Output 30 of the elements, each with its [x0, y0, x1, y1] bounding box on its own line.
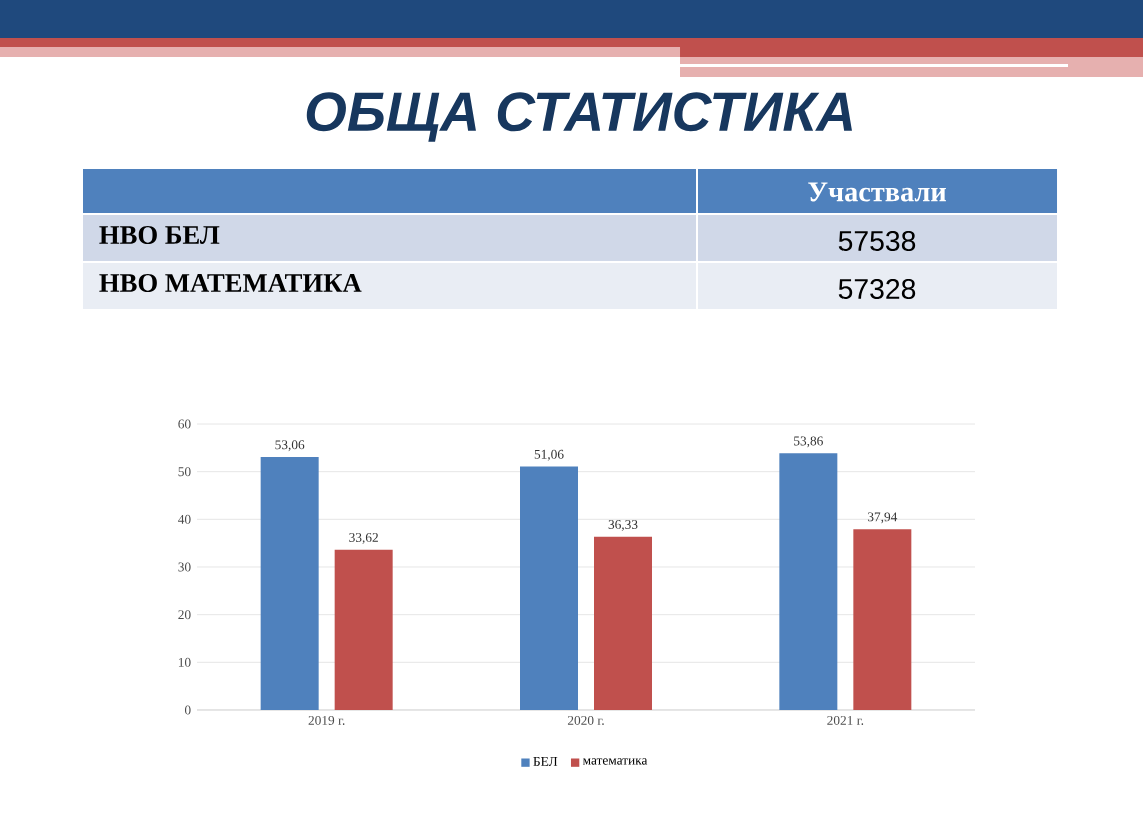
legend-label: математика [582, 758, 648, 765]
data-label: 33,62 [349, 532, 378, 544]
data-label: 57538 [838, 230, 916, 252]
bar [779, 453, 838, 710]
bar [520, 466, 578, 710]
y-tick-label: 50 [178, 467, 191, 477]
y-tick-label: 60 [178, 419, 191, 429]
x-tick-label: 2021 г. [827, 715, 864, 725]
y-tick-label: 20 [178, 610, 191, 620]
series-label: Участвали [808, 182, 946, 202]
bar [594, 536, 652, 710]
category-label: НВО БЕЛ [99, 226, 220, 244]
data-label: 37,94 [867, 512, 898, 524]
y-tick-label: 40 [178, 514, 191, 524]
data-label: 51,06 [534, 449, 564, 461]
bar [334, 549, 393, 710]
data-label: 36,33 [608, 520, 638, 531]
legend-label: БЕЛ [533, 757, 558, 766]
x-tick-label: 2019 г. [308, 715, 345, 725]
data-label: 57328 [838, 278, 916, 300]
bar [853, 529, 912, 710]
y-tick-label: 30 [178, 562, 191, 572]
y-tick-label: 10 [178, 657, 191, 667]
bar [260, 457, 319, 710]
x-tick-label: 2020 г. [567, 715, 604, 725]
data-label: 53,86 [794, 436, 823, 448]
text: ОБЩА СТАТИСТИКА [306, 92, 852, 142]
y-tick-label: 0 [184, 705, 191, 715]
data-label: 53,06 [275, 440, 305, 452]
category-label: НВО МАТЕМАТИКА [99, 274, 362, 292]
